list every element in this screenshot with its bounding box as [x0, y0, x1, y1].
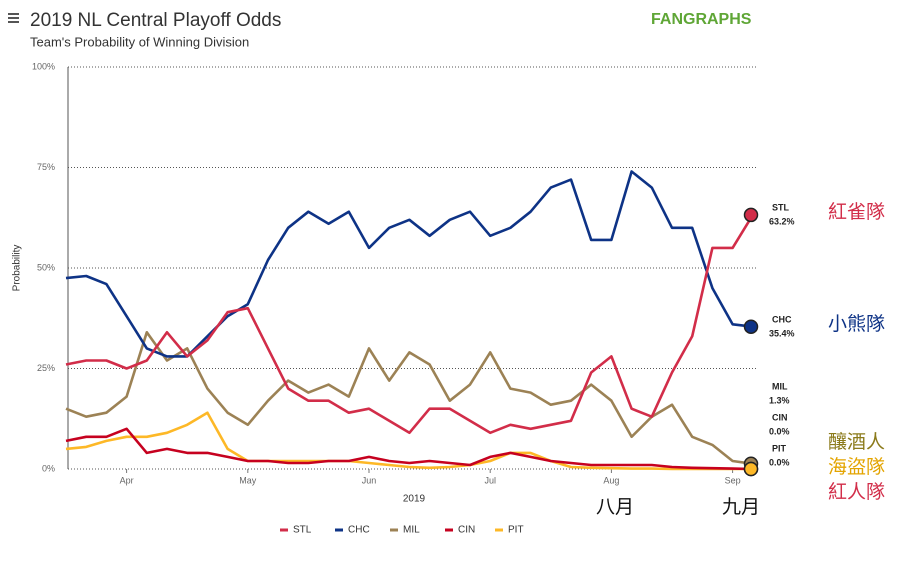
annotation: 九月 — [722, 496, 760, 518]
chart-subtitle: Team's Probability of Winning Division — [30, 34, 249, 49]
legend-label: PIT — [508, 525, 524, 536]
y-tick-label: 75% — [37, 162, 55, 172]
legend-label: CIN — [458, 525, 475, 536]
series-line — [65, 411, 753, 471]
y-tick-label: 25% — [37, 363, 55, 373]
end-label-value: 63.2% — [769, 216, 795, 226]
end-label-name: CHC — [772, 314, 792, 324]
y-tick-label: 50% — [37, 262, 55, 272]
x-tick-label: May — [239, 475, 257, 485]
x-axis-label: 2019 — [403, 494, 426, 505]
x-tick-label: Sep — [725, 475, 741, 485]
series-line — [65, 427, 753, 471]
y-axis-label: Probability — [12, 245, 23, 292]
end-label-name: CIN — [772, 412, 788, 422]
legend-label: CHC — [348, 525, 370, 536]
x-tick-label: Apr — [120, 475, 134, 485]
legend-label: MIL — [403, 525, 420, 536]
annotation: 紅雀隊 — [828, 201, 885, 223]
legend-label: STL — [293, 525, 312, 536]
annotation: 紅人隊 — [828, 481, 885, 503]
series-line — [65, 170, 753, 358]
end-label-name: PIT — [772, 443, 787, 453]
annotation: 八月 — [596, 497, 634, 518]
end-label-value: 0.0% — [769, 457, 790, 467]
x-tick-label: Jun — [362, 475, 377, 485]
annotation: 小熊隊 — [828, 313, 885, 335]
series-line — [65, 331, 753, 466]
series-line — [65, 214, 754, 435]
y-tick-label: 0% — [42, 463, 55, 473]
menu-icon[interactable] — [8, 13, 19, 23]
end-label-value: 1.3% — [769, 395, 790, 405]
y-tick-label: 100% — [32, 61, 55, 71]
end-marker — [743, 207, 759, 223]
logo: FANGRAPHS — [651, 11, 752, 28]
annotation: 海盜隊 — [828, 456, 885, 478]
annotation: 釀酒人 — [828, 431, 885, 453]
x-tick-label: Aug — [603, 475, 619, 485]
end-marker — [743, 461, 759, 477]
end-marker — [743, 319, 759, 334]
x-tick-label: Jul — [484, 475, 496, 485]
end-label-name: STL — [772, 202, 790, 212]
end-label-value: 35.4% — [769, 328, 795, 338]
end-label-name: MIL — [772, 381, 788, 391]
end-label-value: 0.0% — [769, 426, 790, 436]
chart-title: 2019 NL Central Playoff Odds — [30, 10, 281, 31]
